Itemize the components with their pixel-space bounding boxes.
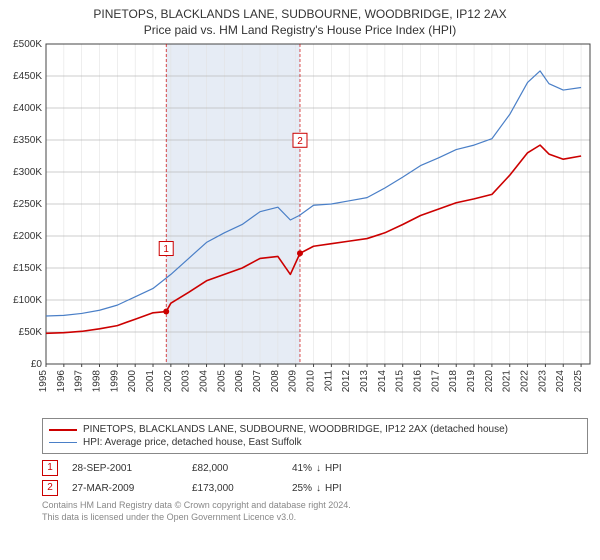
x-tick-label: 1997 (74, 370, 85, 393)
y-tick-label: £50K (19, 327, 43, 338)
chart-titles: PINETOPS, BLACKLANDS LANE, SUDBOURNE, WO… (0, 0, 600, 38)
x-tick-label: 2000 (127, 370, 138, 393)
x-tick-label: 2002 (163, 370, 174, 393)
event-date: 28-SEP-2001 (72, 463, 182, 474)
x-tick-label: 2021 (502, 370, 513, 393)
event-price: £82,000 (192, 463, 282, 474)
events-table: 1 28-SEP-2001 £82,000 41% ↓ HPI 2 27-MAR-2009 £1… (42, 460, 588, 496)
y-tick-label: £100K (13, 295, 42, 306)
x-tick-label: 2007 (252, 370, 263, 393)
event-number-badge: 1 (42, 460, 58, 476)
down-arrow-icon: ↓ (316, 463, 321, 474)
legend-row: HPI: Average price, detached house, East… (49, 436, 581, 449)
x-tick-label: 2020 (484, 370, 495, 393)
event-date: 27-MAR-2009 (72, 483, 182, 494)
x-tick-label: 1995 (38, 370, 49, 393)
event-pct: 41% (292, 463, 312, 474)
x-tick-label: 2015 (395, 370, 406, 393)
event-hpi-delta: 25% ↓ HPI (292, 483, 382, 494)
x-tick-label: 2025 (573, 370, 584, 393)
event-pct: 25% (292, 483, 312, 494)
y-tick-label: £200K (13, 231, 42, 242)
y-tick-label: £400K (13, 103, 42, 114)
y-tick-label: £0 (31, 359, 43, 370)
event-vs-label: HPI (325, 463, 342, 474)
x-tick-label: 2018 (448, 370, 459, 393)
chart-svg: £0 £50K £100K £150K £200K £250K £300K £350K £400… (0, 38, 600, 418)
x-tick-label: 2009 (288, 370, 299, 393)
x-tick-label: 2005 (216, 370, 227, 393)
y-tick-label: £350K (13, 135, 42, 146)
license-line-1: Contains HM Land Registry data © Crown c… (42, 500, 588, 511)
legend-label: PINETOPS, BLACKLANDS LANE, SUDBOURNE, WO… (83, 423, 508, 436)
x-tick-label: 2001 (145, 370, 156, 393)
chart-area: £0 £50K £100K £150K £200K £250K £300K £350K £400… (0, 38, 600, 418)
y-tick-label: £450K (13, 71, 42, 82)
x-tick-label: 2019 (466, 370, 477, 393)
x-tick-label: 2014 (377, 370, 388, 393)
y-tick-label: £250K (13, 199, 42, 210)
legend-swatch (49, 429, 77, 431)
down-arrow-icon: ↓ (316, 483, 321, 494)
y-tick-label: £300K (13, 167, 42, 178)
legend-row: PINETOPS, BLACKLANDS LANE, SUDBOURNE, WO… (49, 423, 581, 436)
x-tick-label: 2012 (341, 370, 352, 393)
event-dot (297, 251, 303, 257)
legend-box: PINETOPS, BLACKLANDS LANE, SUDBOURNE, WO… (42, 418, 588, 454)
x-tick-label: 2008 (270, 370, 281, 393)
event-hpi-delta: 41% ↓ HPI (292, 463, 382, 474)
x-tick-label: 2006 (234, 370, 245, 393)
event-marker-number: 2 (297, 136, 303, 147)
x-tick-label: 2010 (306, 370, 317, 393)
chart-container: PINETOPS, BLACKLANDS LANE, SUDBOURNE, WO… (0, 0, 600, 523)
x-tick-label: 2023 (537, 370, 548, 393)
x-tick-label: 2016 (413, 370, 424, 393)
event-vs-label: HPI (325, 483, 342, 494)
x-tick-label: 2022 (520, 370, 531, 393)
x-tick-label: 1999 (109, 370, 120, 393)
event-row: 1 28-SEP-2001 £82,000 41% ↓ HPI (42, 460, 588, 476)
event-dot (163, 309, 169, 315)
x-tick-label: 2013 (359, 370, 370, 393)
x-tick-label: 2017 (430, 370, 441, 393)
license-text: Contains HM Land Registry data © Crown c… (42, 500, 588, 523)
title-line-2: Price paid vs. HM Land Registry's House … (0, 22, 600, 38)
x-tick-label: 2003 (181, 370, 192, 393)
y-tick-label: £500K (13, 39, 42, 50)
event-price: £173,000 (192, 483, 282, 494)
title-line-1: PINETOPS, BLACKLANDS LANE, SUDBOURNE, WO… (0, 6, 600, 22)
event-marker-number: 1 (163, 245, 169, 256)
x-tick-label: 2011 (323, 370, 334, 392)
x-tick-label: 2004 (199, 370, 210, 393)
legend-label: HPI: Average price, detached house, East… (83, 436, 302, 449)
y-tick-label: £150K (13, 263, 42, 274)
license-line-2: This data is licensed under the Open Gov… (42, 512, 588, 523)
x-tick-label: 2024 (555, 370, 566, 393)
event-row: 2 27-MAR-2009 £173,000 25% ↓ HPI (42, 480, 588, 496)
legend-swatch (49, 442, 77, 443)
x-tick-label: 1998 (92, 370, 103, 393)
x-tick-label: 1996 (56, 370, 67, 393)
event-number-badge: 2 (42, 480, 58, 496)
